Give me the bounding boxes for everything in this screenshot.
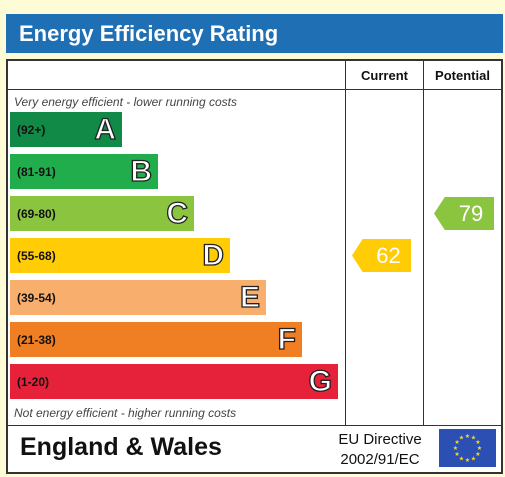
eu-directive: EU Directive 2002/91/EC (330, 430, 430, 470)
eu-star-icon: ★ (465, 433, 470, 440)
band-a: (92+) A (10, 112, 122, 147)
band-f-range: (21-38) (17, 332, 56, 347)
divider-current-left (345, 61, 346, 425)
eu-star-icon: ★ (471, 455, 476, 462)
eu-stars-icon: ★ ★★★★★★★★★★★ (453, 433, 482, 464)
column-header-potential: Potential (435, 68, 490, 83)
band-b-range: (81-91) (17, 164, 56, 179)
region-label: England & Wales (20, 433, 222, 461)
eu-star-icon: ★ (475, 439, 480, 446)
divider-footer (8, 425, 501, 426)
eu-star-icon: ★ (453, 445, 458, 452)
caption-bottom: Not energy efficient - higher running co… (14, 406, 237, 420)
band-c-range: (69-80) (17, 206, 56, 221)
band-d-range: (55-68) (17, 248, 56, 263)
band-g: (1-20) G (10, 364, 338, 399)
band-d: (55-68) D (10, 238, 230, 273)
band-g-range: (1-20) (17, 374, 50, 389)
page-title: Energy Efficiency Rating (6, 14, 503, 53)
band-b-letter: B (130, 154, 153, 188)
divider-potential-left (423, 61, 424, 425)
potential-rating-value: 79 (458, 200, 484, 226)
current-rating-arrow: 62 (352, 239, 411, 272)
band-f: (21-38) F (10, 322, 302, 357)
band-a-letter: A (94, 112, 117, 146)
eu-star-icon: ★ (477, 445, 482, 452)
band-e-letter: E (239, 280, 260, 314)
band-d-letter: D (202, 238, 225, 272)
caption-top: Very energy efficient - lower running co… (14, 95, 237, 109)
directive-line-1: EU Directive (338, 431, 422, 448)
current-rating-value: 62 (376, 242, 401, 268)
band-c: (69-80) C (10, 196, 194, 231)
eu-star-icon: ★ (475, 451, 480, 458)
band-e-range: (39-54) (17, 290, 56, 305)
eu-star-icon: ★ (454, 451, 459, 458)
eu-star-icon: ★ (465, 457, 470, 464)
band-b: (81-91) B (10, 154, 158, 189)
rating-panel: Current Potential Very energy efficient … (6, 59, 503, 474)
potential-rating-arrow: 79 (434, 197, 494, 230)
band-c-letter: C (166, 196, 189, 230)
eu-star-icon: ★ (454, 439, 459, 446)
eu-star-icon: ★ (459, 455, 464, 462)
divider-header (8, 89, 501, 90)
eu-star-icon: ★ (471, 435, 476, 442)
band-g-letter: G (308, 364, 333, 398)
column-header-current: Current (361, 68, 408, 83)
band-a-range: (92+) (17, 122, 46, 137)
directive-line-2: 2002/91/EC (340, 451, 420, 468)
eu-flag-icon: ★ ★ ★ ★ ★ ★ ★ ★ ★ ★ ★ ★ (439, 429, 496, 467)
eu-star-icon: ★ (459, 435, 464, 442)
band-f-letter: F (277, 322, 297, 356)
band-e: (39-54) E (10, 280, 266, 315)
